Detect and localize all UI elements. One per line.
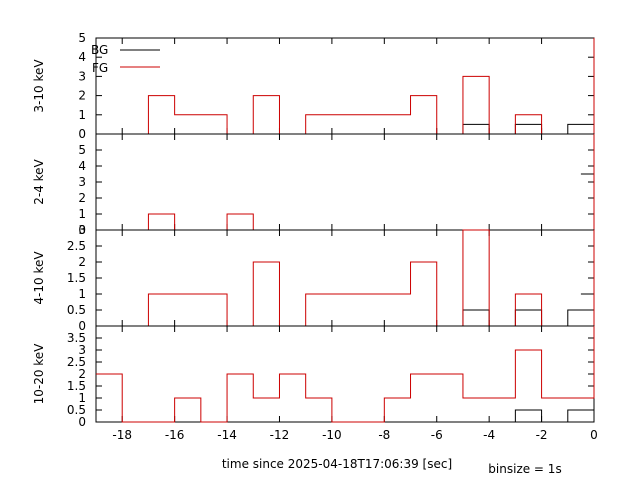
series-fg-step	[96, 134, 595, 231]
panel-label: 4-10 keV	[32, 251, 46, 305]
y-tick-label: 2	[78, 89, 86, 103]
binsize-label: binsize = 1s	[488, 462, 561, 476]
legend: BG FG	[91, 43, 160, 75]
y-tick-label: 1	[78, 391, 86, 405]
y-tick-label: 3	[78, 223, 86, 237]
y-tick-label: 2.5	[67, 239, 86, 253]
series-bg-step	[96, 123, 594, 135]
y-tick-label: 0	[78, 127, 86, 141]
x-tick-label: -4	[483, 428, 495, 442]
y-tick-label: 3.5	[67, 331, 86, 345]
y-tick-label: 3	[78, 175, 86, 189]
panel-1: 0 1 2 3 4 5 2-4 keV	[32, 133, 595, 237]
y-tick-label: 0	[78, 415, 86, 429]
x-tick-label: 0	[590, 428, 598, 442]
panel-frame	[95, 133, 595, 231]
legend-fg-label: FG	[92, 61, 108, 75]
y-tick-label: 2	[78, 191, 86, 205]
series-fg-step	[96, 229, 595, 327]
x-tick-label: -12	[270, 428, 290, 442]
y-tick-label: 5	[78, 143, 86, 157]
series-bg-step	[96, 293, 594, 327]
y-tick-label: 4	[78, 159, 86, 173]
panel-3: 00.511.522.533.5-18 -16 -14 -12 -10 -8 -6 -4 -2 0…	[32, 325, 598, 442]
series-fg-step	[96, 38, 595, 135]
y-tick-label: 1	[78, 108, 86, 122]
panel-label: 2-4 keV	[32, 158, 46, 204]
x-tick-label: -14	[217, 428, 237, 442]
y-tick-label: 2	[78, 367, 86, 381]
series-bg-step	[96, 409, 594, 423]
y-tick-label: 3	[78, 69, 86, 83]
x-axis-label: time since 2025-04-18T17:06:39 [sec]	[222, 457, 452, 471]
y-tick-label: 0.5	[67, 303, 86, 317]
x-tick-label: -18	[112, 428, 132, 442]
x-tick-label: -10	[322, 428, 342, 442]
panel-label: 10-20 keV	[32, 343, 46, 405]
panel-frame	[95, 229, 595, 327]
panel-frame	[95, 325, 595, 423]
y-tick-label: 0	[78, 223, 86, 237]
y-tick-label: 2	[78, 255, 86, 269]
y-tick-label: 4	[78, 50, 86, 64]
panel-frame	[95, 37, 595, 135]
x-tick-label: -8	[378, 428, 390, 442]
y-tick-label: 3	[78, 343, 86, 357]
y-tick-label: 1.5	[67, 379, 86, 393]
panel-label: 3-10 keV	[32, 59, 46, 113]
y-tick-label: 0	[78, 319, 86, 333]
series-bg-step	[96, 173, 594, 231]
y-tick-label: 1	[78, 207, 86, 221]
panel-0: 0 1 2 3 4 5 3-10 keV	[32, 31, 595, 141]
y-tick-label: 1.5	[67, 271, 86, 285]
y-tick-label: 2.5	[67, 355, 86, 369]
x-tick-label: -16	[165, 428, 185, 442]
y-tick-label: 5	[78, 31, 86, 45]
legend-bg-label: BG	[91, 43, 108, 57]
series-fg-step	[96, 326, 595, 423]
x-tick-label: -2	[536, 428, 548, 442]
panel-2: 0 0.5 1 1.5 2 2.5 3 4-10 keV	[32, 223, 595, 333]
y-tick-label: 1	[78, 287, 86, 301]
x-tick-label: -6	[431, 428, 443, 442]
y-tick-label: 0.5	[67, 403, 86, 417]
